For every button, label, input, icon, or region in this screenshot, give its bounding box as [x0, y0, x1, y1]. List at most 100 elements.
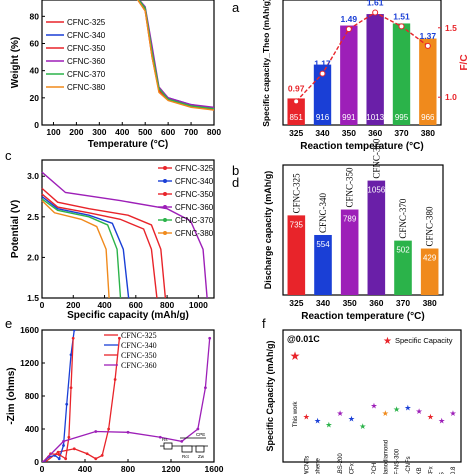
- x-tick-label: 370: [394, 128, 408, 138]
- data-point-star-icon: ★: [370, 401, 377, 410]
- bar-value-label: 851: [289, 113, 303, 122]
- series-point: [158, 435, 162, 439]
- series-line: [41, 198, 122, 299]
- series-line: [43, 330, 75, 462]
- legend-label: CFNC-325: [67, 18, 106, 27]
- series-point: [100, 454, 104, 457]
- data-point-star-icon: ★: [393, 405, 400, 414]
- legend-label: CFNC-350: [67, 44, 106, 53]
- legend-label: CFNC-340: [175, 177, 214, 186]
- series-point: [71, 336, 75, 340]
- x-tick-label: 360: [369, 298, 383, 308]
- series-line: [41, 171, 208, 299]
- fc-point: [398, 23, 405, 30]
- data-point-star-icon: ★: [348, 415, 355, 424]
- point-label: F-KB: [417, 467, 423, 474]
- series-point: [56, 450, 60, 454]
- x-tick-label: 0: [40, 300, 45, 310]
- series-point: [62, 444, 65, 447]
- plot-frame: [282, 164, 444, 296]
- y-tick-label: 40: [30, 66, 40, 76]
- bar-value-label: 991: [342, 113, 356, 122]
- series-point: [126, 430, 130, 434]
- y2-axis-label: F/C: [459, 54, 470, 70]
- series-line: [42, 338, 74, 462]
- fc-value-label: 1.49: [341, 14, 358, 24]
- x-tick-label: 700: [184, 127, 198, 137]
- point-label: Z-ABS-200: [338, 453, 344, 474]
- x-tick-label: 360: [368, 128, 382, 138]
- x-tick-label: 800: [207, 127, 221, 137]
- fc-point: [293, 98, 300, 105]
- y-tick-label: 0: [34, 457, 39, 467]
- y-tick-label: 400: [25, 424, 39, 434]
- x-tick-label: 350: [342, 128, 356, 138]
- bar: [314, 234, 332, 295]
- y-axis-label: Weight (%): [10, 37, 21, 88]
- bar-value-label: 429: [423, 254, 437, 263]
- bar-value-label: 916: [316, 113, 330, 122]
- x-tick-label: 400: [78, 464, 92, 474]
- legend-marker: [163, 179, 167, 183]
- bar-name-label: CFNC-340: [318, 192, 328, 233]
- data-point-star-icon: ★: [416, 407, 423, 416]
- bar-name-label: CFNC-360: [371, 138, 381, 179]
- data-point-star-icon: ★: [325, 420, 332, 429]
- circuit-inset: Rs Rct CPE Zw: [160, 432, 208, 459]
- series-point: [72, 447, 76, 451]
- legend-marker: [163, 231, 167, 235]
- bar: [419, 38, 437, 125]
- y-tick-label: 3.0: [27, 171, 39, 181]
- series-line: [41, 193, 158, 299]
- circuit-label: Rct: [182, 454, 189, 459]
- x-tick-label: 1600: [205, 464, 224, 474]
- legend-marker: [163, 218, 167, 222]
- bar-name-label: CFNC-325: [291, 173, 301, 214]
- x-axis-label: Temperature (°C): [88, 139, 169, 150]
- y-tick-label: 2.5: [27, 212, 39, 222]
- series-point: [72, 330, 76, 332]
- series-point: [180, 439, 184, 443]
- series-point: [113, 378, 117, 381]
- rate-annotation: @0.01C: [287, 334, 320, 344]
- data-point-star-icon: ★: [382, 409, 389, 418]
- bar-name-label: CFNC-370: [398, 198, 408, 239]
- data-point-star-icon: ★: [290, 349, 301, 363]
- fc-value-label: 1.17: [314, 59, 331, 69]
- legend-label: CFNC-350: [175, 190, 214, 199]
- series-point: [94, 457, 98, 461]
- x-tick-label: 400: [97, 300, 111, 310]
- point-label: PCH: [372, 463, 378, 474]
- x-tick-label: 370: [396, 298, 410, 308]
- bar-value-label: 966: [421, 113, 435, 122]
- y-tick-label: 80: [30, 11, 40, 21]
- bar: [366, 14, 384, 125]
- bar: [394, 240, 412, 295]
- series-point: [118, 336, 121, 340]
- x-tick-label: 380: [421, 128, 435, 138]
- y-tick-label: 20: [30, 93, 40, 103]
- series-line: [41, 187, 167, 299]
- bar: [367, 180, 386, 295]
- y-axis-label: Specific capacity_Theo (mAh/g): [261, 0, 271, 127]
- series-point: [42, 460, 45, 462]
- y-axis-label: Discharge capacity (mAh/g): [263, 171, 273, 290]
- x-axis-label: Reaction temperature (°C): [301, 311, 424, 322]
- bar-value-label: 502: [396, 246, 410, 255]
- x-axis-label: Specific capacity (mAh/g): [67, 310, 189, 321]
- legend-label: CFNC-350: [121, 351, 157, 360]
- bar-value-label: 789: [343, 215, 357, 224]
- fc-value-label: 0.97: [288, 83, 305, 93]
- fc-point: [424, 42, 431, 49]
- series-line: [41, 195, 130, 299]
- panel-label: e: [5, 316, 12, 331]
- data-point-star-icon: ★: [404, 403, 411, 412]
- series-point: [85, 452, 89, 456]
- y2-tick-label: 1.0: [445, 92, 457, 102]
- y-tick-label: 1600: [20, 325, 39, 335]
- legend-label: CFNC-360: [121, 361, 157, 370]
- resistor-rs: [163, 442, 173, 450]
- x-tick-label: 300: [92, 127, 106, 137]
- x-tick-label: 200: [66, 300, 80, 310]
